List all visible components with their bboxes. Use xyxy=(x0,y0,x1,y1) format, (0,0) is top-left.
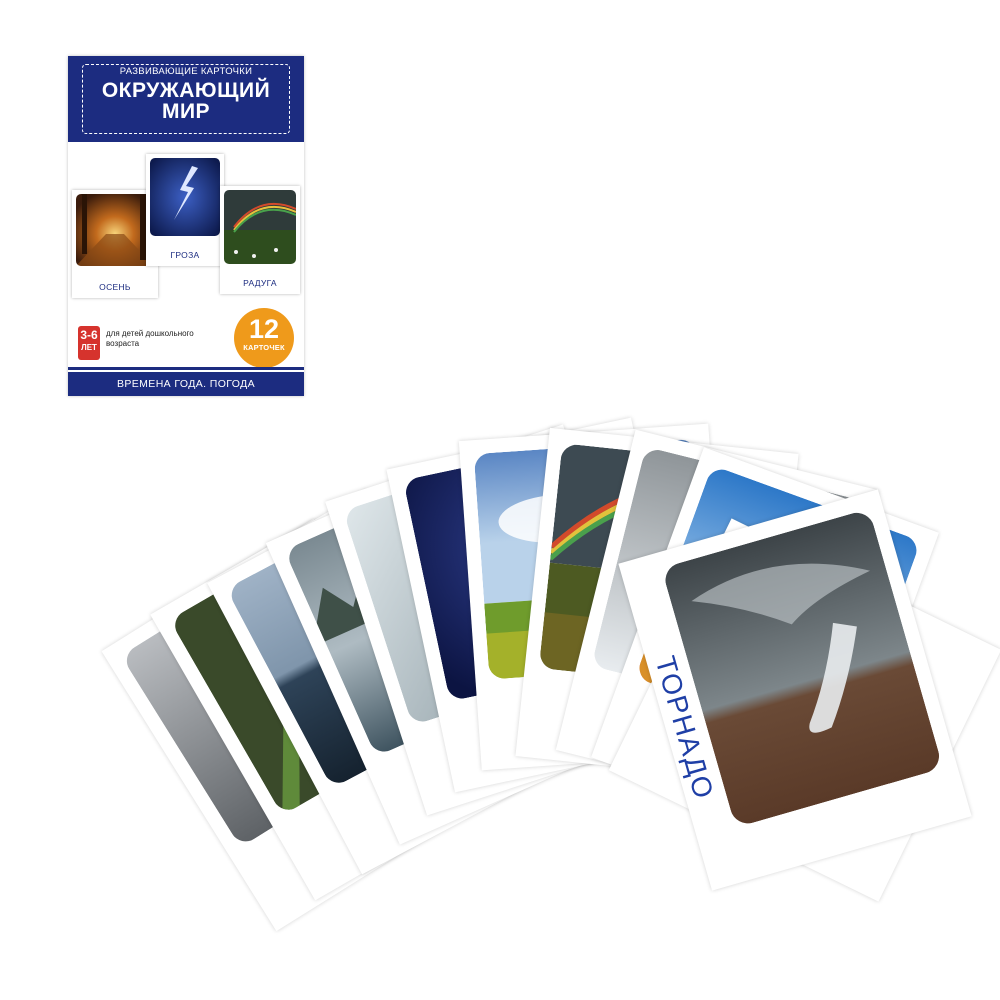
storm-photo xyxy=(150,158,220,236)
front-card-tornado: ТОРНАДО xyxy=(618,489,972,891)
card-count: 12 xyxy=(248,314,280,344)
mini-card-rainbow: РАДУГА xyxy=(220,186,300,294)
box-subtitle: РАЗВИВАЮЩИЕ КАРТОЧКИ xyxy=(119,66,253,77)
box-title-line2: МИР xyxy=(161,100,211,123)
box-title: ОКРУЖАЮЩИЙ МИР xyxy=(68,80,304,122)
box-title-panel xyxy=(82,64,290,134)
box-header-band xyxy=(68,56,304,142)
mini-card-caption: ГРОЗА xyxy=(170,250,200,260)
autumn-photo xyxy=(76,194,154,266)
product-box: РАЗВИВАЮЩИЕ КАРТОЧКИ ОКРУЖАЮЩИЙ МИР xyxy=(68,56,304,396)
mini-card-autumn: ОСЕНЬ xyxy=(72,190,158,298)
card-count-word: КАРТОЧЕК xyxy=(243,343,285,352)
box-title-line1: ОКРУЖАЮЩИЙ xyxy=(101,79,271,102)
box-series-title: ВРЕМЕНА ГОДА. ПОГОДА xyxy=(68,372,304,396)
mini-card-caption: ОСЕНЬ xyxy=(99,282,131,292)
rainbow-photo xyxy=(224,190,296,264)
age-unit: ЛЕТ xyxy=(81,343,97,352)
age-badge: 3-6 ЛЕТ xyxy=(78,326,100,360)
age-description: для детей дошкольного возраста xyxy=(106,329,194,348)
mini-card-storm: ГРОЗА xyxy=(146,154,224,266)
mini-card-caption: РАДУГА xyxy=(243,278,277,288)
age-range: 3-6 xyxy=(80,328,98,342)
box-divider xyxy=(68,367,304,370)
card-count-badge: 12 КАРТОЧЕК xyxy=(234,308,294,368)
tornado-photo xyxy=(661,508,944,828)
